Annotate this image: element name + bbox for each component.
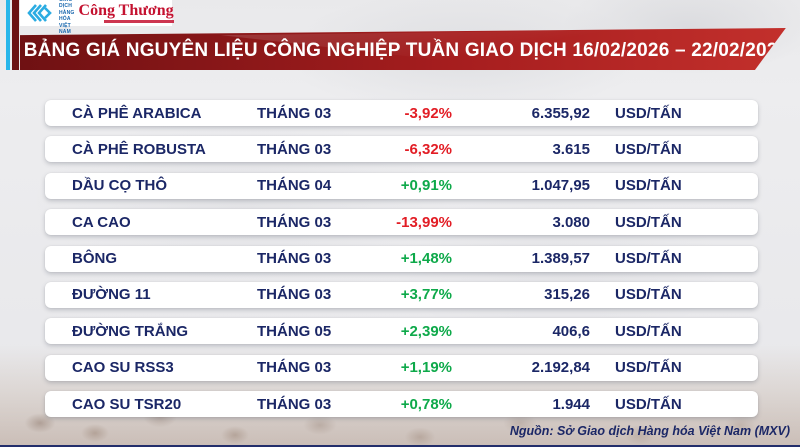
commodity-name: BÔNG [72,250,117,268]
weekly-change: +0,91% [400,177,452,195]
contract-month: THÁNG 03 [257,140,332,158]
price-unit: USD/TẤN [615,322,682,340]
cong-thuong-tagline-bar [103,20,174,23]
weekly-change: +1,19% [400,359,452,377]
table-row: CA CAO THÁNG 03 -13,99% 3.080 USD/TẤN [45,209,758,236]
contract-month: THÁNG 04 [257,177,332,195]
table-row: CAO SU RSS3 THÁNG 03 +1,19% 2.192,84 USD… [45,354,758,381]
weekly-change: +2,39% [400,322,452,340]
table-row: CÀ PHÊ ROBUSTA THÁNG 03 -6,32% 3.615 USD… [45,136,758,163]
bottom-border-line [0,445,800,447]
price-value: 3.080 [552,213,590,231]
commodity-name: DẦU CỌ THÔ [72,177,167,195]
source-note: Nguồn: Sở Giao dịch Hàng hóa Việt Nam (M… [509,424,790,438]
title-banner: BẢNG GIÁ NGUYÊN LIỆU CÔNG NGHIỆP TUẦN GI… [20,28,789,70]
price-value: 3.615 [552,140,590,158]
commodity-name: CAO SU TSR20 [72,395,182,413]
logo-strip: SỞ GIAO DỊCH HÀNG HÓA VIỆT NAM Công Thươ… [20,0,174,35]
commodity-name: ĐƯỜNG 11 [72,286,151,304]
price-unit: USD/TẤN [615,140,682,158]
cong-thuong-logo: Công Thương [79,3,174,23]
contract-month: THÁNG 03 [257,359,332,377]
weekly-change: +0,78% [400,395,452,413]
price-value: 2.192,84 [531,359,590,377]
left-maroon-accent-bar [12,0,19,70]
page-title: BẢNG GIÁ NGUYÊN LIỆU CÔNG NGHIỆP TUẦN GI… [23,40,789,61]
table-row: CAO SU TSR20 THÁNG 03 +0,78% 1.944 USD/T… [45,391,758,418]
commodity-name: CÀ PHÊ ARABICA [72,104,202,122]
price-value: 1.389,57 [531,250,590,268]
commodity-name: ĐƯỜNG TRẮNG [72,322,189,340]
commodity-name: CA CAO [72,213,131,231]
table-row: ĐƯỜNG TRẮNG THÁNG 05 +2,39% 406,6 USD/TẤ… [45,318,758,345]
price-unit: USD/TẤN [615,177,682,195]
price-unit: USD/TẤN [615,213,682,231]
price-unit: USD/TẤN [615,395,682,413]
price-unit: USD/TẤN [615,286,682,304]
weekly-change: -13,99% [396,213,452,231]
price-unit: USD/TẤN [615,104,682,122]
price-unit: USD/TẤN [615,250,682,268]
weekly-change: +1,48% [400,250,452,268]
table-row: DẦU CỌ THÔ THÁNG 04 +0,91% 1.047,95 USD/… [45,172,758,199]
left-cyan-accent-bar [6,0,10,70]
mxv-exchange-logo-icon [27,4,52,22]
contract-month: THÁNG 03 [257,395,332,413]
price-value: 1.047,95 [531,177,590,195]
contract-month: THÁNG 03 [257,250,332,268]
contract-month: THÁNG 05 [257,322,332,340]
price-value: 1.944 [552,395,590,413]
contract-month: THÁNG 03 [257,104,332,122]
table-row: CÀ PHÊ ARABICA THÁNG 03 -3,92% 6.355,92 … [45,100,758,126]
price-value: 6.355,92 [531,104,590,122]
price-value: 406,6 [552,322,590,340]
contract-month: THÁNG 03 [257,286,332,304]
weekly-change: -6,32% [404,140,452,158]
price-table: CÀ PHÊ ARABICA THÁNG 03 -3,92% 6.355,92 … [45,100,758,418]
table-row: BÔNG THÁNG 03 +1,48% 1.389,57 USD/TẤN [45,245,758,272]
price-unit: USD/TẤN [615,359,682,377]
commodity-name: CÀ PHÊ ROBUSTA [72,140,206,158]
weekly-change: +3,77% [400,286,452,304]
table-row: ĐƯỜNG 11 THÁNG 03 +3,77% 315,26 USD/TẤN [45,281,758,308]
weekly-change: -3,92% [404,104,452,122]
price-value: 315,26 [544,286,590,304]
cong-thuong-logo-text: Công Thương [78,2,174,19]
mxv-exchange-logo-text: SỞ GIAO DỊCH HÀNG HÓA VIỆT NAM [59,0,75,36]
contract-month: THÁNG 03 [257,213,332,231]
commodity-name: CAO SU RSS3 [72,359,174,377]
